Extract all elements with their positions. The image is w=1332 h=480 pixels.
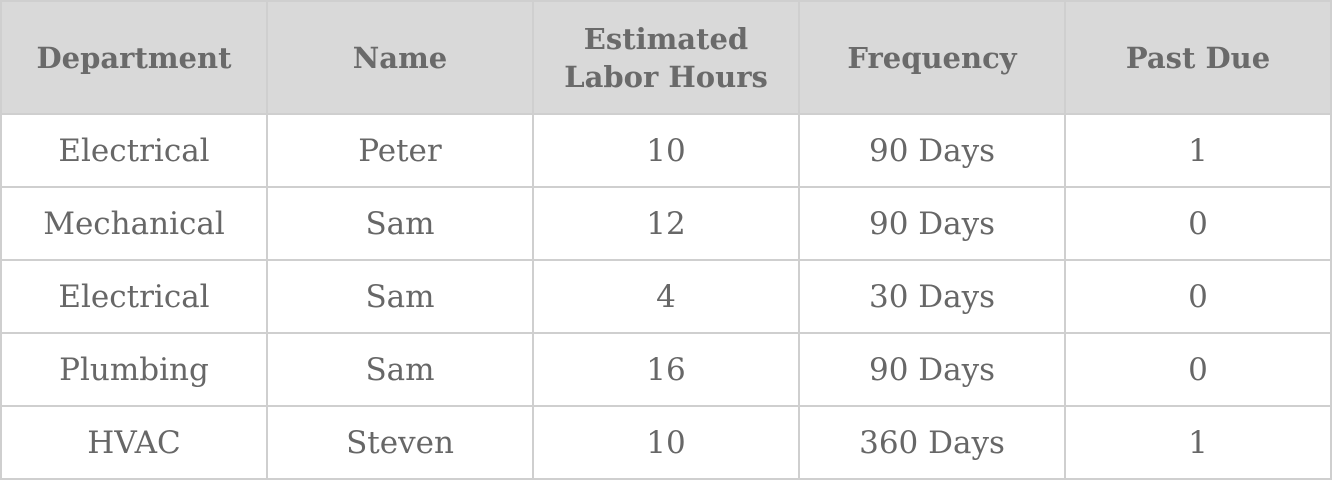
column-header-past-due: Past Due [1064, 0, 1332, 115]
cell-past-due: 1 [1064, 405, 1332, 480]
cell-department: Electrical [0, 113, 268, 188]
cell-estimated-labor-hours: 10 [532, 113, 800, 188]
cell-name: Sam [266, 259, 534, 334]
cell-past-due: 0 [1064, 259, 1332, 334]
table-row: Plumbing Sam 16 90 Days 0 [0, 332, 1332, 407]
cell-department: Electrical [0, 259, 268, 334]
cell-past-due: 1 [1064, 113, 1332, 188]
cell-name: Sam [266, 186, 534, 261]
cell-name: Sam [266, 332, 534, 407]
cell-name: Peter [266, 113, 534, 188]
column-header-name: Name [266, 0, 534, 115]
column-header-department: Department [0, 0, 268, 115]
cell-frequency: 90 Days [798, 186, 1066, 261]
cell-frequency: 90 Days [798, 332, 1066, 407]
cell-past-due: 0 [1064, 332, 1332, 407]
header-row: Department Name Estimated Labor Hours Fr… [0, 0, 1332, 115]
column-header-estimated-labor-hours: Estimated Labor Hours [532, 0, 800, 115]
table-row: Electrical Sam 4 30 Days 0 [0, 259, 1332, 334]
cell-estimated-labor-hours: 16 [532, 332, 800, 407]
cell-frequency: 30 Days [798, 259, 1066, 334]
cell-past-due: 0 [1064, 186, 1332, 261]
cell-department: Plumbing [0, 332, 268, 407]
cell-department: HVAC [0, 405, 268, 480]
table-row: Mechanical Sam 12 90 Days 0 [0, 186, 1332, 261]
column-header-frequency: Frequency [798, 0, 1066, 115]
table-row: Electrical Peter 10 90 Days 1 [0, 113, 1332, 188]
cell-name: Steven [266, 405, 534, 480]
cell-estimated-labor-hours: 12 [532, 186, 800, 261]
cell-department: Mechanical [0, 186, 268, 261]
cell-estimated-labor-hours: 4 [532, 259, 800, 334]
cell-frequency: 90 Days [798, 113, 1066, 188]
table-row: HVAC Steven 10 360 Days 1 [0, 405, 1332, 480]
cell-frequency: 360 Days [798, 405, 1066, 480]
cell-estimated-labor-hours: 10 [532, 405, 800, 480]
